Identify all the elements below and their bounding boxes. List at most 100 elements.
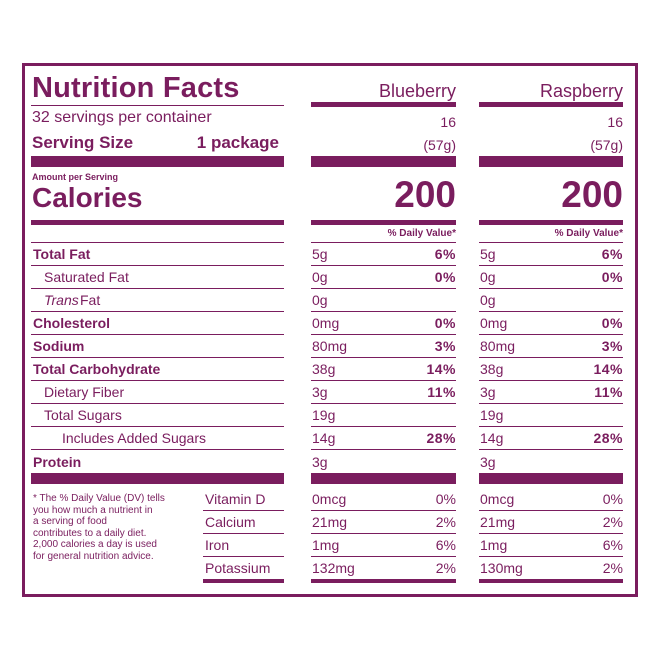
blueberry-calcium-dv: 2% xyxy=(435,514,456,530)
raspberry-total-carbohydrate-dv: 14% xyxy=(593,361,623,377)
raspberry-vitamin-d-amount: 0mcg xyxy=(480,491,515,507)
raspberry-added-sugars-dv: 28% xyxy=(593,430,623,446)
raspberry-total-sugars-rule xyxy=(479,426,623,427)
vitamin-label-vitamin-d: Vitamin D xyxy=(205,491,266,507)
footnote-line: you how much a nutrient in xyxy=(33,504,153,516)
raspberry-potassium-dv: 2% xyxy=(602,560,623,576)
blueberry-dietary-fiber-rule xyxy=(311,403,456,404)
raspberry-total-fat-rule xyxy=(479,265,623,266)
raspberry-sodium-dv: 3% xyxy=(601,338,623,354)
vitamin-potassium-rule xyxy=(203,579,284,583)
nutrient-label-cholesterol: Cholesterol xyxy=(33,315,111,331)
raspberry-trans-fat-rule xyxy=(479,311,623,312)
blueberry-trans-fat-amount: 0g xyxy=(312,292,328,308)
left-added-sugars-rule xyxy=(31,449,284,450)
nutrient-label-trans-rest: Fat xyxy=(80,292,101,308)
raspberry-saturated-fat-dv: 0% xyxy=(601,269,623,285)
left-sodium-rule xyxy=(31,357,284,358)
raspberry-vitamin-d-dv: 0% xyxy=(602,491,623,507)
blueberry-potassium-rule xyxy=(311,579,456,583)
blueberry-iron-amount: 1mg xyxy=(312,537,340,553)
raspberry-iron-rule xyxy=(479,556,623,557)
blueberry-cholesterol-dv: 0% xyxy=(434,315,456,331)
blueberry-added-sugars-dv: 28% xyxy=(426,430,456,446)
blueberry-total-sugars-amount: 19g xyxy=(312,407,336,423)
left-cholesterol-rule xyxy=(31,334,284,335)
raspberry-iron-amount: 1mg xyxy=(480,537,508,553)
blueberry-potassium-amount: 132mg xyxy=(312,560,355,576)
blueberry-dv-header: % Daily Value* xyxy=(387,228,456,239)
left-saturated-fat-rule xyxy=(31,288,284,289)
raspberry-dietary-fiber-dv: 11% xyxy=(594,384,623,400)
footnote-line: a serving of food xyxy=(33,516,107,527)
blueberry-name-rule xyxy=(311,102,456,107)
footnote-line: 2,000 calories a day is used xyxy=(33,539,157,550)
blueberry-iron-rule xyxy=(311,556,456,557)
left-total-fat-rule xyxy=(31,265,284,266)
blueberry-calories-rule xyxy=(311,220,456,225)
title-rule xyxy=(31,105,284,106)
servings-per-container: 32 servings per container xyxy=(32,109,212,126)
blueberry-servings: 16 xyxy=(440,114,456,130)
blueberry-total-carbohydrate-rule xyxy=(311,380,456,381)
blueberry-sodium-rule xyxy=(311,357,456,358)
raspberry-dietary-fiber-rule xyxy=(479,403,623,404)
raspberry-serving-rule xyxy=(479,156,623,167)
blueberry-potassium-dv: 2% xyxy=(435,560,456,576)
vitamin-vitamin-d-rule xyxy=(203,510,284,511)
blueberry-total-sugars-rule xyxy=(311,426,456,427)
blueberry-column-name: Blueberry xyxy=(378,81,456,101)
raspberry-saturated-fat-rule xyxy=(479,288,623,289)
blueberry-sodium-amount: 80mg xyxy=(312,338,348,354)
raspberry-calories: 200 xyxy=(561,174,623,215)
nutrition-facts-panel xyxy=(22,63,638,597)
blueberry-calcium-rule xyxy=(311,533,456,534)
calories-label: Calories xyxy=(32,182,143,213)
label-title: Nutrition Facts xyxy=(32,72,240,104)
blueberry-calcium-amount: 21mg xyxy=(312,514,348,530)
blueberry-protein-amount: 3g xyxy=(312,454,328,470)
raspberry-sodium-rule xyxy=(479,357,623,358)
blueberry-added-sugars-rule xyxy=(311,449,456,450)
blueberry-dv-rule xyxy=(311,242,456,243)
raspberry-calories-rule xyxy=(479,220,623,225)
raspberry-protein-amount: 3g xyxy=(480,454,496,470)
blueberry-dietary-fiber-dv: 11% xyxy=(427,384,456,400)
blueberry-cholesterol-rule xyxy=(311,334,456,335)
footnote-line: contributes to a daily diet. xyxy=(33,527,147,539)
blueberry-serving-size: (57g) xyxy=(423,137,456,153)
raspberry-total-fat-amount: 5g xyxy=(480,246,496,262)
raspberry-serving-size: (57g) xyxy=(590,137,623,153)
raspberry-calcium-dv: 2% xyxy=(602,514,623,530)
blueberry-vitamin-d-amount: 0mcg xyxy=(312,491,347,507)
left-protein-thick-rule xyxy=(31,473,284,484)
blueberry-vitamin-d-dv: 0% xyxy=(435,491,456,507)
raspberry-potassium-rule xyxy=(479,579,623,583)
calories-rule xyxy=(31,220,284,225)
left-trans-fat-rule xyxy=(31,311,284,312)
raspberry-cholesterol-rule xyxy=(479,334,623,335)
blueberry-added-sugars-amount: 14g xyxy=(312,430,336,446)
blueberry-total-fat-rule xyxy=(311,265,456,266)
vitamin-label-potassium: Potassium xyxy=(205,560,271,576)
nutrient-label-trans-italic: Trans xyxy=(44,292,79,308)
vitamin-label-iron: Iron xyxy=(205,537,230,553)
raspberry-protein-thick-rule xyxy=(479,473,623,484)
raspberry-sodium-amount: 80mg xyxy=(480,338,516,354)
nutrient-label-total-fat: Total Fat xyxy=(33,246,91,262)
blueberry-saturated-fat-rule xyxy=(311,288,456,289)
raspberry-dv-rule xyxy=(479,242,623,243)
raspberry-column-name: Raspberry xyxy=(539,81,623,101)
raspberry-added-sugars-rule xyxy=(479,449,623,450)
left-dietary-fiber-rule xyxy=(31,403,284,404)
blueberry-total-carbohydrate-dv: 14% xyxy=(426,361,456,377)
footnote-line: * The % Daily Value (DV) tells xyxy=(33,493,165,504)
left-total-sugars-rule xyxy=(31,426,284,427)
serving-size-value: 1 package xyxy=(196,133,279,152)
nutrient-label-added-sugars: Includes Added Sugars xyxy=(62,430,206,446)
footnote-line: for general nutrition advice. xyxy=(33,550,154,562)
raspberry-total-carbohydrate-rule xyxy=(479,380,623,381)
blueberry-saturated-fat-dv: 0% xyxy=(434,269,456,285)
blueberry-calories: 200 xyxy=(394,174,456,215)
raspberry-calcium-rule xyxy=(479,533,623,534)
